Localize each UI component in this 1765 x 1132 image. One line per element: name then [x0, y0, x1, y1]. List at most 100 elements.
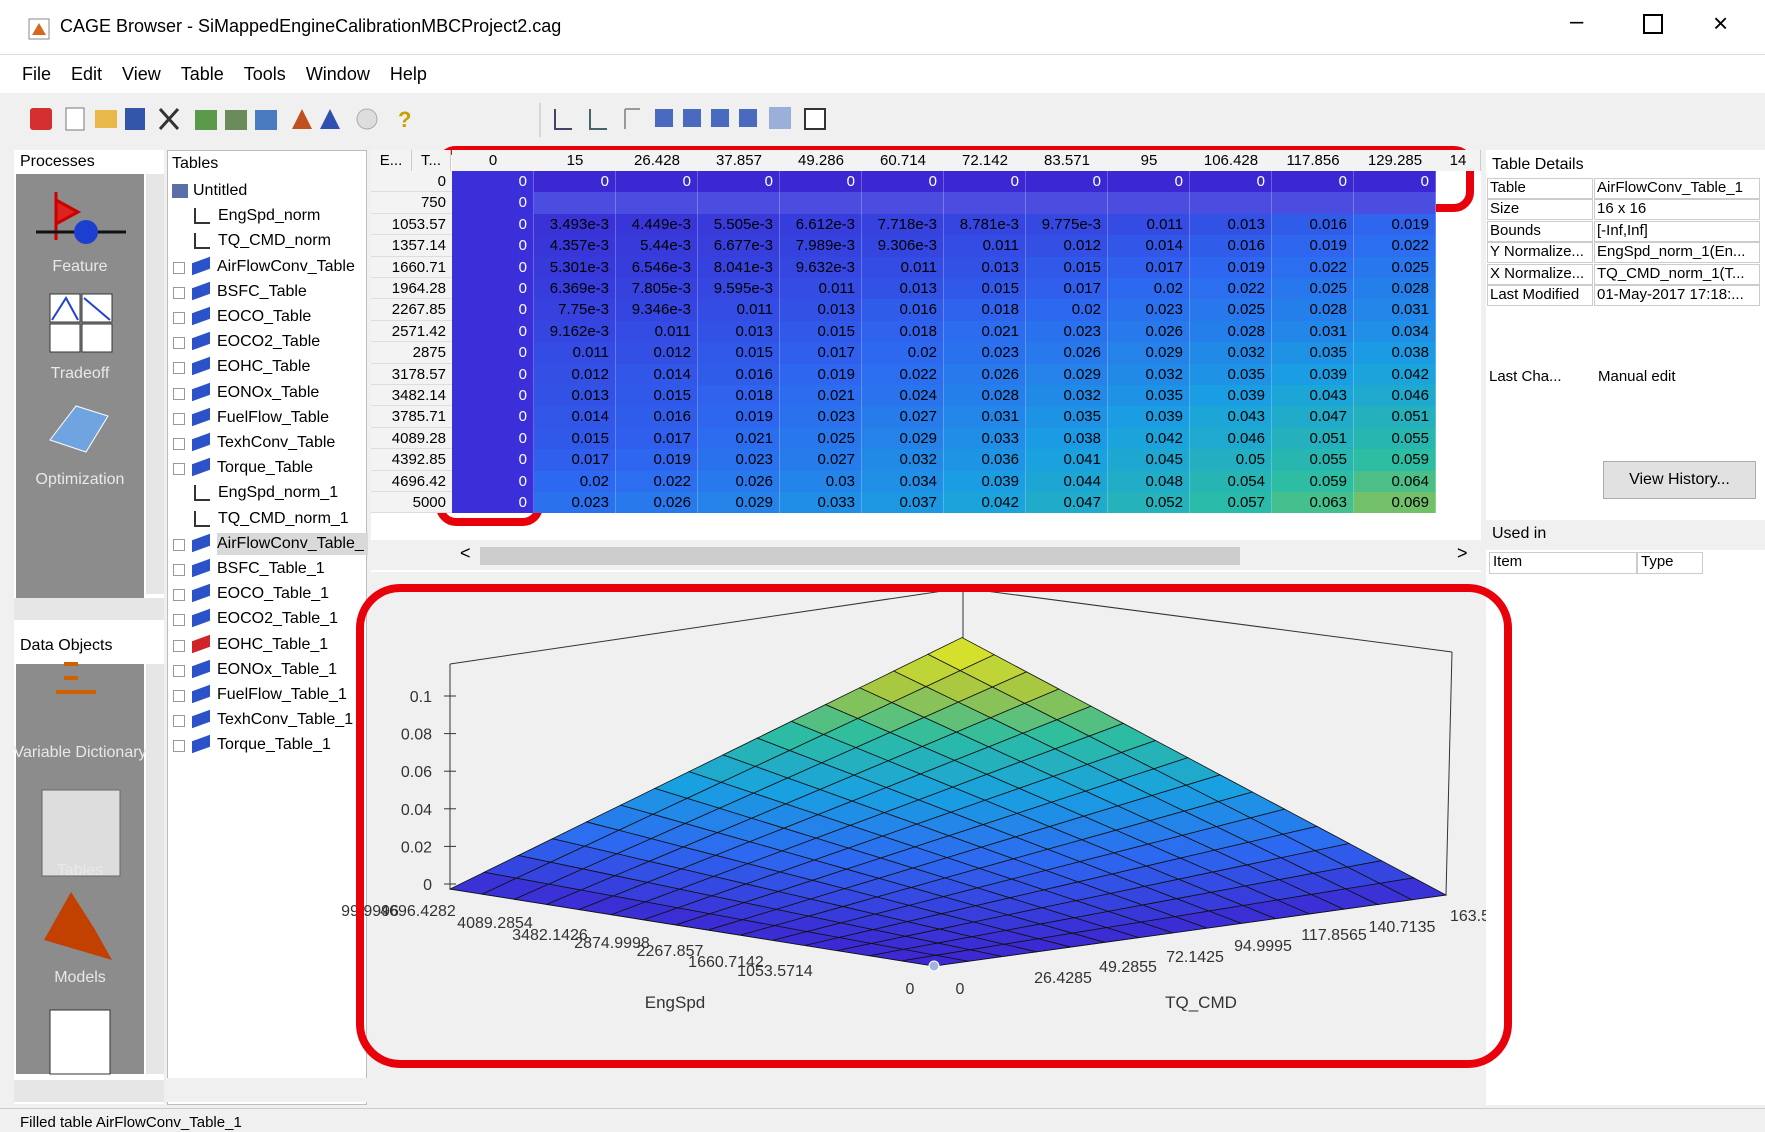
table-cell[interactable]: 5.44e-3 [616, 235, 698, 257]
tree-expander[interactable] [173, 337, 185, 350]
tree-item[interactable]: EngSpd_norm_1 [218, 484, 339, 502]
tool-icon[interactable] [804, 108, 826, 130]
table-cell[interactable]: 0.017 [1108, 256, 1190, 278]
tree-item[interactable]: EOCO2_Table_1 [217, 610, 338, 628]
menu-item[interactable]: Table [180, 64, 224, 84]
scrollbar[interactable] [14, 1080, 164, 1102]
table-cell[interactable]: 4.357e-3 [534, 235, 616, 257]
tree-expander[interactable] [173, 261, 185, 274]
table-cell[interactable]: 0.032 [862, 449, 944, 471]
table-cell[interactable] [698, 192, 780, 214]
table-cell[interactable]: 0.023 [1026, 320, 1108, 343]
tree-expander[interactable] [173, 715, 185, 728]
table-cell[interactable]: 0.043 [1190, 406, 1272, 428]
table-cell[interactable]: 0 [452, 171, 534, 193]
table-cell[interactable]: 6.369e-3 [534, 278, 616, 300]
table-cell[interactable]: 0.059 [1354, 449, 1436, 471]
table-cell[interactable]: 0.069 [1354, 492, 1436, 514]
table-cell[interactable]: 0.022 [1190, 278, 1272, 300]
table-cell[interactable]: 0.023 [698, 449, 780, 471]
column-header[interactable]: 15 [534, 150, 617, 171]
table-cell[interactable]: 0.015 [698, 342, 780, 364]
table-cell[interactable]: 8.041e-3 [698, 256, 780, 278]
tool-icon[interactable] [225, 110, 247, 130]
tree-expander[interactable] [173, 639, 185, 652]
tree-item[interactable]: EOHC_Table [217, 358, 311, 376]
data-object-label[interactable]: Tables [56, 862, 104, 879]
table-cell[interactable]: 0.055 [1354, 427, 1436, 450]
scrollbar[interactable] [146, 174, 164, 594]
table-cell[interactable]: 5.505e-3 [698, 213, 780, 236]
table-cell[interactable]: 0.028 [944, 385, 1026, 407]
tree-item[interactable]: TQ_CMD_norm [218, 232, 331, 250]
tree-item[interactable]: FuelFlow_Table_1 [217, 686, 347, 703]
table-cell[interactable]: 0.027 [862, 406, 944, 428]
table-cell[interactable]: 0.019 [1354, 213, 1436, 236]
column-header[interactable]: 83.571 [1026, 150, 1109, 171]
menu-item[interactable]: Edit [71, 64, 103, 84]
table-cell[interactable]: 0.025 [1354, 256, 1436, 278]
list-header[interactable]: Type [1637, 552, 1703, 574]
table-cell[interactable]: 6.612e-3 [780, 213, 862, 236]
table-cell[interactable]: 0.038 [1354, 342, 1436, 364]
table-cell[interactable]: 0.013 [862, 278, 944, 300]
table-cell[interactable]: 0.047 [1272, 406, 1354, 428]
column-header[interactable]: 26.428 [616, 150, 699, 171]
tool-icon[interactable] [30, 108, 52, 130]
table-cell[interactable]: 0.051 [1354, 406, 1436, 428]
tool-icon[interactable] [655, 109, 673, 127]
table-cell[interactable]: 0 [1190, 171, 1272, 193]
tree-item[interactable]: AirFlowConv_Table [217, 257, 355, 275]
view-history-button[interactable]: View History... [1603, 461, 1756, 499]
table-cell[interactable]: 0.017 [780, 342, 862, 364]
row-header[interactable]: 4392.85 [371, 449, 452, 471]
table-cell[interactable]: 0.039 [1272, 363, 1354, 385]
table-cell[interactable] [534, 192, 616, 214]
maximize-button[interactable] [1643, 14, 1663, 34]
table-cell[interactable]: 7.805e-3 [616, 278, 698, 300]
table-cell[interactable] [1026, 192, 1108, 214]
table-cell[interactable]: 0.015 [944, 278, 1026, 300]
table-cell[interactable]: 0.018 [698, 385, 780, 407]
column-header[interactable]: 60.714 [862, 150, 945, 171]
menu-item[interactable]: Window [305, 64, 370, 84]
table-cell[interactable]: 0.019 [698, 406, 780, 428]
table-cell[interactable]: 0 [452, 385, 534, 407]
tree-expander[interactable] [173, 664, 185, 677]
table-cell[interactable] [1108, 192, 1190, 214]
table-cell[interactable]: 0.014 [534, 406, 616, 428]
table-cell[interactable]: 0.017 [616, 427, 698, 450]
table-cell[interactable]: 0.013 [944, 256, 1026, 278]
table-cell[interactable]: 0.015 [780, 320, 862, 343]
table-cell[interactable]: 0.012 [534, 363, 616, 385]
tree-expander[interactable] [173, 538, 185, 551]
tree-item[interactable]: EOCO_Table_1 [217, 585, 330, 603]
process-label[interactable]: Feature [52, 258, 108, 275]
table-cell[interactable]: 0.025 [1272, 278, 1354, 300]
tree-expander[interactable] [173, 589, 185, 602]
tree-expander[interactable] [173, 412, 185, 425]
row-header[interactable]: 3482.14 [371, 385, 452, 407]
table-cell[interactable]: 0 [452, 492, 534, 514]
table-cell[interactable]: 0.013 [534, 385, 616, 407]
row-header[interactable]: 4696.42 [371, 470, 452, 492]
table-cell[interactable]: 0.052 [1108, 492, 1190, 514]
tree-item[interactable]: FuelFlow_Table [217, 408, 330, 426]
table-cell[interactable]: 0.019 [1190, 256, 1272, 278]
table-cell[interactable]: 0.025 [1190, 299, 1272, 321]
table-cell[interactable]: 0.035 [1272, 342, 1354, 364]
table-cell[interactable]: 0.016 [1190, 235, 1272, 257]
table-cell[interactable]: 0.025 [780, 427, 862, 450]
menu-item[interactable]: View [122, 64, 161, 84]
tree-expander[interactable] [173, 614, 185, 627]
table-cell[interactable]: 0.038 [1026, 427, 1108, 450]
table-cell[interactable]: 0.024 [862, 385, 944, 407]
table-cell[interactable]: 0.016 [862, 299, 944, 321]
table-cell[interactable]: 0.029 [862, 427, 944, 450]
table-cell[interactable]: 4.449e-3 [616, 213, 698, 236]
tree-item[interactable]: BSFC_Table_1 [217, 560, 325, 577]
table-cell[interactable]: 0.023 [1108, 299, 1190, 321]
tool-icon[interactable] [356, 108, 378, 130]
table-cell[interactable]: 0.011 [616, 320, 698, 343]
tree-item[interactable]: TexhConv_Table_1 [217, 711, 354, 729]
